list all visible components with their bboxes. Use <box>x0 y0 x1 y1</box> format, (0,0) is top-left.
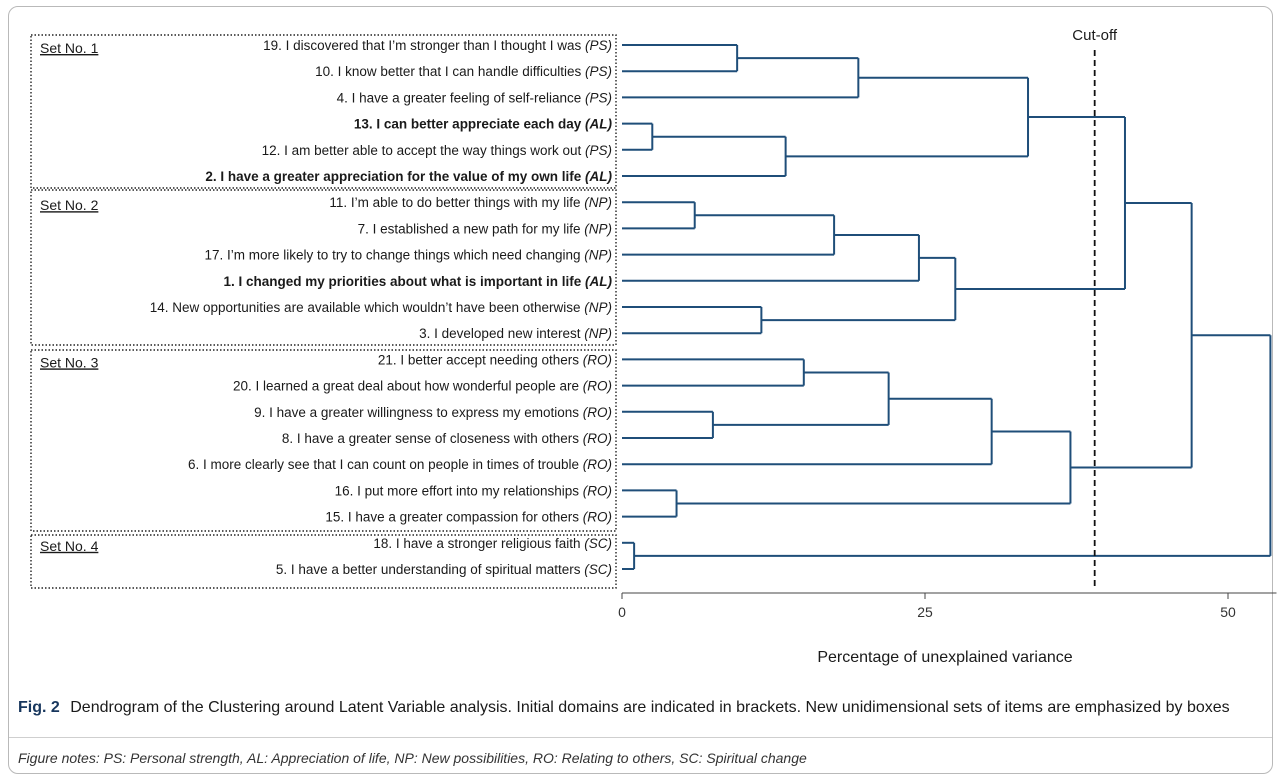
caption-text: Dendrogram of the Clustering around Late… <box>70 699 1230 716</box>
leaf-text: 16. I put more effort into my relationsh… <box>335 483 583 498</box>
leaf-domain: (NP) <box>584 221 612 236</box>
leaf-text: 20. I learned a great deal about how won… <box>233 379 583 394</box>
leaf-text: 11. I’m able to do better things with my… <box>329 195 584 210</box>
x-axis-title: Percentage of unexplained variance <box>817 649 1072 666</box>
leaf-domain: (PS) <box>585 90 612 105</box>
leaf-label: 13. I can better appreciate each day (AL… <box>354 117 613 132</box>
leaf-domain: (NP) <box>584 326 612 341</box>
set-label: Set No. 4 <box>40 538 99 554</box>
caption-label: Fig. 2 <box>18 699 60 716</box>
leaf-text: 15. I have a greater compassion for othe… <box>325 510 582 525</box>
notes-divider <box>9 737 1272 738</box>
leaf-text: 3. I developed new interest <box>419 326 584 341</box>
leaf-text: 6. I more clearly see that I can count o… <box>188 457 583 472</box>
leaf-label: 12. I am better able to accept the way t… <box>262 143 612 158</box>
leaf-text: 2. I have a greater appreciation for the… <box>205 169 585 184</box>
leaf-domain: (RO) <box>583 379 612 394</box>
leaf-text: 21. I better accept needing others <box>378 352 583 367</box>
leaf-label: 21. I better accept needing others (RO) <box>378 352 612 367</box>
dendrogram-chart: Set No. 1 Set No. 2 Set No. 3 Set No. 4 19. … <box>30 27 1277 666</box>
leaf-text: 13. I can better appreciate each day <box>354 117 585 132</box>
set-box <box>30 189 617 346</box>
leaf-label: 7. I established a new path for my life … <box>358 221 612 236</box>
leaf-domain: (RO) <box>583 352 612 367</box>
leaf-label: 2. I have a greater appreciation for the… <box>205 169 612 184</box>
leaf-label: 10. I know better that I can handle diff… <box>315 64 612 79</box>
leaf-label: 1. I changed my priorities about what is… <box>223 274 612 289</box>
leaf-text: 10. I know better that I can handle diff… <box>315 64 585 79</box>
leaf-domain: (RO) <box>583 457 612 472</box>
leaf-text: 8. I have a greater sense of closeness w… <box>282 431 583 446</box>
leaf-label: 6. I more clearly see that I can count o… <box>188 457 612 472</box>
set-label: Set No. 2 <box>40 197 99 213</box>
leaf-label: 3. I developed new interest (NP) <box>419 326 612 341</box>
leaf-domain: (NP) <box>584 300 612 315</box>
leaf-domain: (PS) <box>585 64 612 79</box>
x-tick-label: 0 <box>618 604 626 620</box>
set-box <box>30 349 617 532</box>
cutoff-label: Cut-off <box>1072 27 1118 44</box>
leaf-text: 12. I am better able to accept the way t… <box>262 143 585 158</box>
leaf-text: 7. I established a new path for my life <box>358 221 585 236</box>
leaf-label: 9. I have a greater willingness to expre… <box>254 405 612 420</box>
set-box <box>30 534 617 589</box>
leaf-label: 8. I have a greater sense of closeness w… <box>282 431 612 446</box>
leaf-domain: (PS) <box>585 143 612 158</box>
leaf-label: 11. I’m able to do better things with my… <box>329 195 612 210</box>
leaf-domain: (SC) <box>584 562 612 577</box>
leaf-label: 4. I have a greater feeling of self-reli… <box>337 90 612 105</box>
leaf-domain: (RO) <box>583 405 612 420</box>
leaf-domain: (RO) <box>583 483 612 498</box>
x-tick-label: 25 <box>917 604 933 620</box>
leaf-domain: (SC) <box>584 536 612 551</box>
set-box <box>30 34 617 189</box>
leaf-label: 19. I discovered that I’m stronger than … <box>263 38 612 53</box>
figure-caption: Fig. 2 Dendrogram of the Clustering arou… <box>18 696 1268 720</box>
leaf-domain: (RO) <box>583 431 612 446</box>
leaf-text: 5. I have a better understanding of spir… <box>276 562 584 577</box>
figure-frame <box>8 6 1273 774</box>
leaf-domain: (NP) <box>584 195 612 210</box>
leaf-text: 17. I’m more likely to try to change thi… <box>205 248 585 263</box>
leaf-text: 18. I have a stronger religious faith <box>373 536 584 551</box>
leaf-label: 20. I learned a great deal about how won… <box>233 379 612 394</box>
leaf-label: 5. I have a better understanding of spir… <box>276 562 612 577</box>
figure-notes: Figure notes: PS: Personal strength, AL:… <box>18 750 807 766</box>
leaf-domain: (AL) <box>585 169 612 184</box>
leaf-domain: (PS) <box>585 38 612 53</box>
leaf-domain: (NP) <box>584 248 612 263</box>
set-label: Set No. 3 <box>40 354 99 370</box>
set-label: Set No. 1 <box>40 40 99 56</box>
leaf-text: 4. I have a greater feeling of self-reli… <box>337 90 585 105</box>
x-tick-label: 50 <box>1220 604 1236 620</box>
leaf-domain: (RO) <box>583 510 612 525</box>
leaf-text: 14. New opportunities are available whic… <box>150 300 585 315</box>
leaf-text: 1. I changed my priorities about what is… <box>223 274 585 289</box>
leaf-label: 17. I’m more likely to try to change thi… <box>205 248 612 263</box>
leaf-label: 14. New opportunities are available whic… <box>150 300 612 315</box>
leaf-domain: (AL) <box>585 274 612 289</box>
leaf-label: 18. I have a stronger religious faith (S… <box>373 536 612 551</box>
leaf-domain: (AL) <box>585 117 612 132</box>
leaf-label: 15. I have a greater compassion for othe… <box>325 510 612 525</box>
leaf-label: 16. I put more effort into my relationsh… <box>335 483 612 498</box>
leaf-text: 19. I discovered that I’m stronger than … <box>263 38 585 53</box>
leaf-text: 9. I have a greater willingness to expre… <box>254 405 583 420</box>
